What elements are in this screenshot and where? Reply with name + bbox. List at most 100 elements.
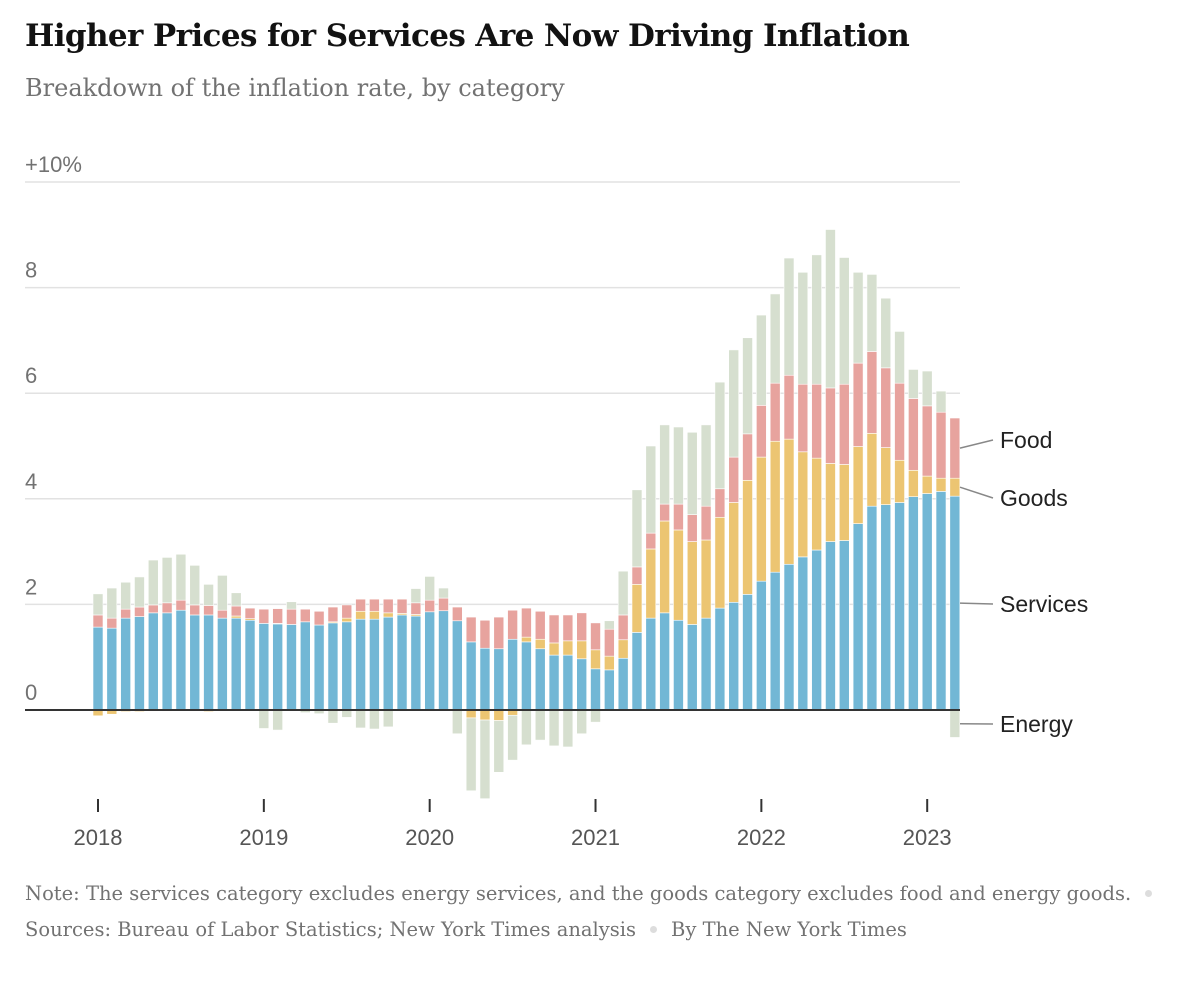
bar-energy (327, 709, 339, 724)
bar-goods (728, 502, 740, 603)
bar-services (120, 617, 131, 711)
bar-energy (382, 709, 394, 728)
bar-services (341, 621, 353, 711)
bar-energy (534, 709, 546, 741)
y-tick-label: 8 (25, 258, 37, 283)
series-label-goods: Goods (1000, 485, 1068, 511)
bar-goods (769, 440, 781, 573)
bar-energy (852, 271, 864, 364)
bar-food (217, 609, 228, 619)
x-tick-label: 2018 (74, 825, 123, 850)
bar-services (686, 624, 698, 711)
bar-goods (825, 463, 836, 542)
chart-footer: Note: The services category excludes ene… (25, 876, 1175, 948)
bar-services (244, 619, 256, 711)
leader-line (959, 486, 994, 499)
bar-services (521, 641, 532, 711)
bar-energy (631, 489, 643, 568)
bar-goods (673, 529, 684, 621)
byline: By The New York Times (671, 918, 907, 941)
bar-food (299, 608, 311, 623)
bar-food (825, 387, 836, 464)
bar-goods (465, 709, 477, 719)
bar-energy (700, 424, 712, 507)
bar-food (756, 405, 767, 458)
bar-goods (852, 446, 864, 524)
bar-food (244, 607, 256, 619)
bar-food (838, 383, 850, 465)
bar-goods (645, 548, 657, 619)
bar-goods (382, 612, 394, 618)
bar-services (355, 618, 366, 711)
bar-services (452, 620, 463, 711)
bar-services (548, 654, 560, 711)
bar-energy (521, 709, 532, 746)
bar-food (272, 608, 283, 624)
bar-goods (935, 477, 947, 492)
bar-services (852, 523, 864, 711)
bar-energy (742, 337, 753, 435)
bar-food (92, 614, 104, 628)
bar-services (258, 623, 270, 711)
bar-services (880, 504, 892, 711)
bar-food (935, 411, 947, 479)
bar-goods (369, 610, 380, 620)
bar-energy (175, 553, 187, 601)
bar-energy (714, 381, 726, 490)
bar-energy (424, 576, 435, 601)
bar-energy (286, 601, 297, 610)
bar-food (811, 383, 822, 459)
bar-food (313, 610, 325, 626)
bar-energy (452, 709, 463, 735)
bar-energy (949, 709, 961, 738)
bar-energy (217, 575, 228, 611)
bar-energy (134, 576, 145, 608)
bar-energy (590, 709, 601, 723)
bar-energy (272, 709, 283, 731)
bar-energy (479, 719, 491, 800)
bar-food (880, 367, 892, 448)
leader-line (959, 602, 994, 605)
bar-services (783, 563, 795, 711)
bar-food (714, 488, 726, 518)
bar-goods (548, 642, 560, 656)
bar-food (700, 505, 712, 541)
bar-goods (493, 709, 505, 721)
bar-food (521, 607, 532, 638)
bar-food (258, 608, 270, 624)
bar-services (465, 641, 477, 711)
bar-services (410, 615, 422, 711)
bar-energy (838, 257, 850, 385)
bar-energy (783, 257, 795, 376)
bar-services (286, 624, 297, 711)
bar-food (479, 619, 491, 649)
bar-services (327, 622, 339, 711)
bar-services (921, 493, 933, 711)
bar-services (673, 619, 684, 711)
bar-food (106, 617, 118, 629)
bar-food (590, 622, 601, 651)
bar-services (272, 623, 283, 711)
bar-goods (811, 457, 822, 551)
bar-goods (742, 480, 753, 595)
bar-services (866, 505, 878, 711)
bar-food (286, 608, 297, 625)
bar-food (410, 602, 422, 615)
series-label-energy: Energy (1000, 711, 1073, 737)
bar-food (465, 616, 477, 643)
bar-energy (604, 620, 615, 630)
bar-food (894, 382, 905, 461)
bar-food (728, 456, 740, 503)
bar-services (396, 614, 408, 711)
bar-services (659, 612, 670, 711)
bar-energy (369, 709, 380, 730)
bar-services (479, 647, 491, 711)
bar-services (825, 541, 836, 711)
bar-food (507, 609, 518, 640)
bar-services (949, 495, 961, 711)
bar-energy (258, 709, 270, 729)
bar-services (92, 626, 104, 711)
bar-services (756, 580, 767, 711)
bar-food (769, 382, 781, 442)
bar-services (935, 491, 947, 711)
